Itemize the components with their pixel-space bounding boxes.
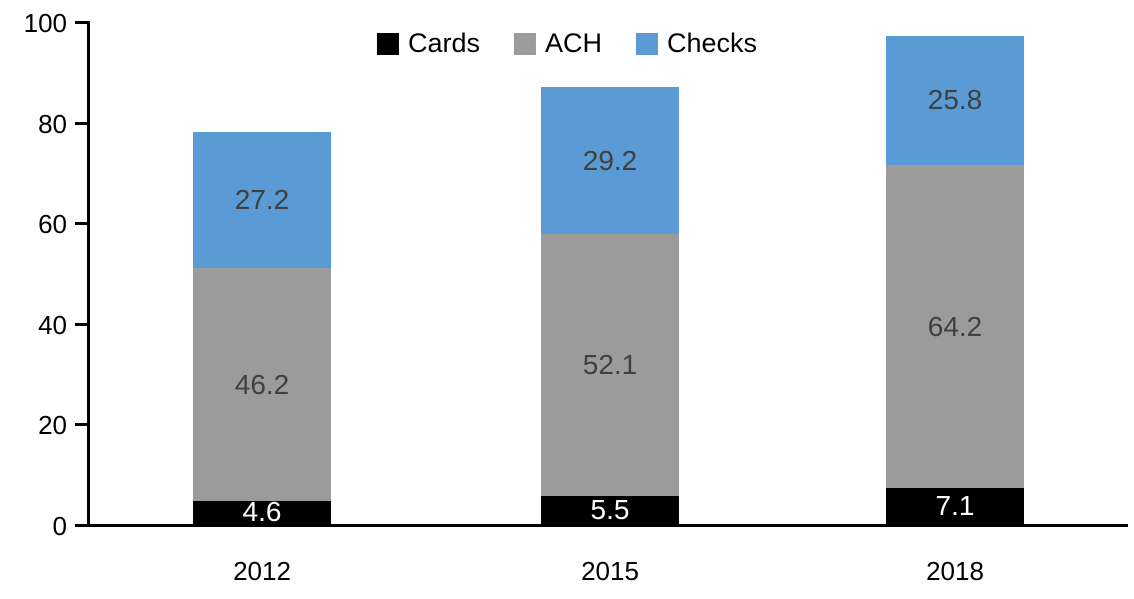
bar-2012-ach: 46.2 xyxy=(193,268,331,501)
legend-label-cards: Cards xyxy=(407,28,480,58)
data-label-2018-cards: 7.1 xyxy=(935,490,975,522)
legend-item-checks: Checks xyxy=(636,30,757,57)
legend-label-ach: ACH xyxy=(544,28,603,58)
bar-2012-cards: 4.6 xyxy=(193,496,331,528)
y-tick-label: 20 xyxy=(38,410,67,441)
bar-2015-checks: 29.2 xyxy=(541,87,679,235)
legend-item-cards: Cards xyxy=(376,28,480,58)
data-label-2015-cards: 5.5 xyxy=(590,494,630,526)
data-label-2012-cards: 4.6 xyxy=(242,496,282,528)
y-tick-label: 80 xyxy=(38,108,67,139)
bar-2018-ach: 64.2 xyxy=(886,165,1024,489)
x-tick-label-2018: 2018 xyxy=(926,556,984,586)
y-tick-mark xyxy=(75,423,87,427)
y-tick-label: 60 xyxy=(38,209,67,240)
data-label-2015-ach: 52.1 xyxy=(582,349,638,381)
bar-2018-checks: 25.8 xyxy=(886,35,1024,166)
y-tick-label: 0 xyxy=(52,511,67,541)
legend-swatch-checks xyxy=(636,32,659,55)
legend-item-ach: ACH xyxy=(513,28,603,58)
data-label-2018-checks: 25.8 xyxy=(927,84,983,116)
data-label-2012-checks: 27.2 xyxy=(234,184,290,216)
x-tick-label-2015: 2015 xyxy=(581,556,639,586)
legend-swatch-cards xyxy=(376,32,399,55)
y-tick-label: 100 xyxy=(23,8,67,38)
data-label-2018-ach: 64.2 xyxy=(927,310,983,342)
y-tick-label: 40 xyxy=(38,309,67,340)
bar-2018-cards: 7.1 xyxy=(886,488,1024,524)
y-tick-mark xyxy=(75,222,87,226)
data-label-2012-ach: 46.2 xyxy=(234,368,290,400)
bar-2015-cards: 5.5 xyxy=(541,496,679,524)
y-tick-mark xyxy=(75,524,87,527)
x-axis-line xyxy=(87,524,1128,527)
x-tick-label-2012: 2012 xyxy=(233,556,291,586)
y-tick-mark xyxy=(75,322,87,326)
y-tick-mark xyxy=(75,21,87,24)
bar-2015-ach: 52.1 xyxy=(541,234,679,497)
chart-legend: Cards ACH Checks xyxy=(376,28,757,58)
data-label-2015-checks: 29.2 xyxy=(582,144,638,176)
y-tick-mark xyxy=(75,121,87,125)
legend-label-checks: Checks xyxy=(667,28,758,58)
bar-2012-checks: 27.2 xyxy=(193,131,331,269)
legend-swatch-ach xyxy=(513,32,536,55)
y-axis-line xyxy=(87,21,90,527)
